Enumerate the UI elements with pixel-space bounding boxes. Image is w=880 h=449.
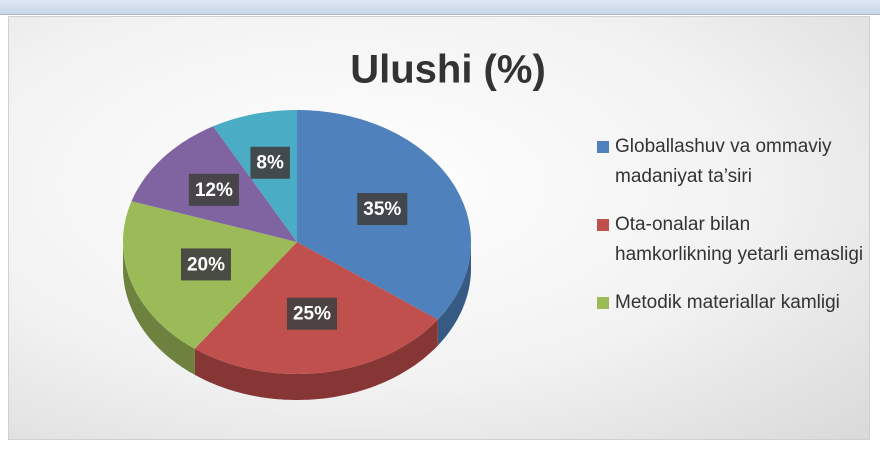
value-label: 20%	[187, 254, 225, 275]
legend-label: Globallashuv va ommaviy madaniyat ta’sir…	[615, 136, 832, 187]
slice-side	[437, 242, 471, 346]
value-label: 8%	[256, 153, 284, 174]
legend-label: Metodik materiallar kamligi	[615, 292, 840, 313]
legend-entry: Metodik materiallar kamligi	[597, 288, 872, 318]
label-box	[180, 248, 231, 281]
side-shade	[194, 319, 438, 400]
legend: Globallashuv va ommaviy madaniyat ta’sir…	[597, 132, 872, 318]
legend-label: Ota-onalar bilan hamkorlikning yetarli e…	[615, 214, 864, 265]
legend-swatch	[597, 297, 609, 309]
data-label: 20%	[180, 248, 231, 281]
label-box	[286, 297, 337, 330]
window-bar	[0, 0, 880, 15]
side-shade	[123, 242, 195, 375]
value-label: 35%	[363, 199, 401, 220]
data-label: 25%	[286, 297, 337, 330]
value-label: 12%	[195, 180, 233, 201]
chart-title: Ulushi (%)	[350, 48, 546, 92]
label-box	[357, 193, 408, 226]
label-box	[250, 146, 290, 179]
legend-swatch	[597, 141, 609, 153]
slice-side	[194, 319, 438, 400]
value-label: 25%	[293, 304, 331, 325]
data-label: 12%	[188, 173, 239, 206]
slice-side	[123, 242, 195, 375]
legend-entry: Globallashuv va ommaviy madaniyat ta’sir…	[597, 132, 872, 192]
data-label: 35%	[357, 193, 408, 226]
data-label: 8%	[250, 146, 290, 179]
legend-swatch	[597, 219, 609, 231]
legend-entry: Ota-onalar bilan hamkorlikning yetarli e…	[597, 210, 872, 270]
label-box	[188, 173, 239, 206]
side-shade	[437, 242, 471, 346]
